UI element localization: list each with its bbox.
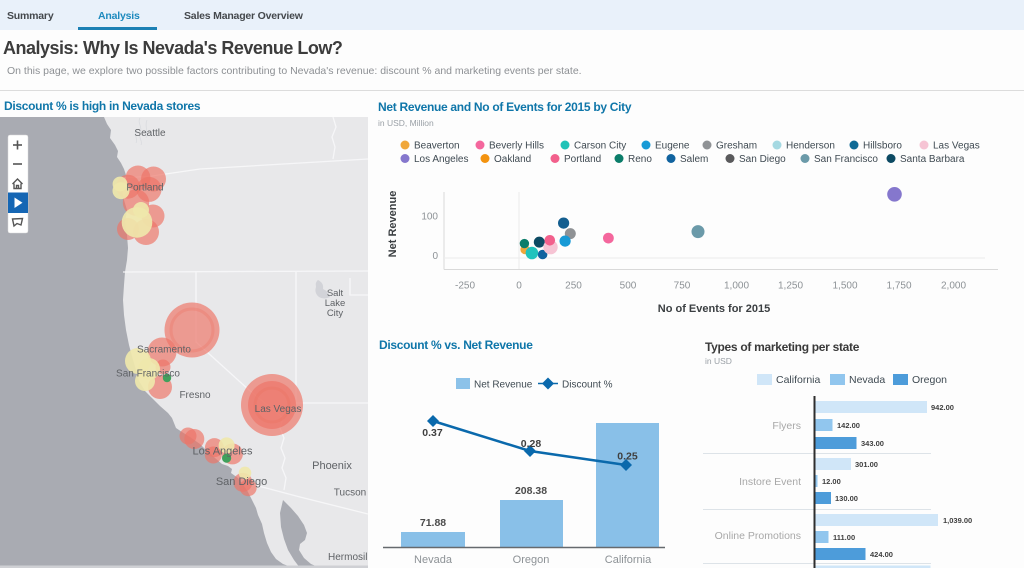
- svg-text:Hillsboro: Hillsboro: [863, 141, 902, 152]
- svg-text:343.00: 343.00: [861, 439, 884, 448]
- svg-text:Oregon: Oregon: [513, 554, 550, 566]
- svg-text:Phoenix: Phoenix: [312, 460, 352, 472]
- svg-text:750: 750: [674, 281, 691, 292]
- svg-text:-250: -250: [455, 281, 475, 292]
- svg-text:Gresham: Gresham: [716, 141, 757, 152]
- svg-text:Reno: Reno: [628, 154, 652, 165]
- svg-text:San Diego: San Diego: [216, 476, 267, 488]
- svg-text:California: California: [605, 554, 652, 566]
- svg-text:No of Events for 2015: No of Events for 2015: [658, 303, 770, 315]
- svg-text:0: 0: [516, 281, 522, 292]
- svg-text:Fresno: Fresno: [179, 390, 211, 401]
- svg-text:San Francisco: San Francisco: [814, 154, 878, 165]
- svg-text:424.00: 424.00: [870, 550, 893, 559]
- svg-text:12.00: 12.00: [822, 477, 841, 486]
- svg-text:Net Revenue: Net Revenue: [387, 191, 399, 258]
- svg-text:71.88: 71.88: [420, 517, 446, 529]
- svg-text:Los Angeles: Los Angeles: [193, 446, 253, 458]
- svg-text:142.00: 142.00: [837, 421, 860, 430]
- svg-text:California: California: [776, 374, 821, 386]
- svg-text:Portland: Portland: [126, 183, 163, 194]
- svg-text:Beverly Hills: Beverly Hills: [489, 141, 544, 152]
- svg-text:Santa Barbara: Santa Barbara: [900, 154, 965, 165]
- svg-text:Oregon: Oregon: [912, 374, 947, 386]
- svg-text:1,750: 1,750: [886, 281, 911, 292]
- svg-text:0.25: 0.25: [617, 451, 638, 463]
- svg-text:Tucson: Tucson: [334, 488, 366, 499]
- svg-text:Salt: Salt: [327, 288, 344, 299]
- svg-text:1,250: 1,250: [778, 281, 803, 292]
- svg-text:Sacramento: Sacramento: [137, 345, 191, 356]
- svg-text:San Francisco: San Francisco: [116, 369, 180, 380]
- svg-text:City: City: [327, 308, 344, 319]
- svg-text:Beaverton: Beaverton: [414, 141, 460, 152]
- svg-text:0: 0: [432, 251, 438, 262]
- svg-text:301.00: 301.00: [855, 460, 878, 469]
- svg-text:Las Vegas: Las Vegas: [933, 141, 980, 152]
- svg-text:Oakland: Oakland: [494, 154, 531, 165]
- svg-text:Portland: Portland: [564, 154, 601, 165]
- svg-text:Los Angeles: Los Angeles: [414, 154, 469, 165]
- svg-text:2,000: 2,000: [941, 281, 966, 292]
- svg-text:1,500: 1,500: [832, 281, 857, 292]
- svg-text:Las Vegas: Las Vegas: [255, 404, 302, 415]
- svg-text:Nevada: Nevada: [849, 374, 885, 386]
- svg-text:500: 500: [620, 281, 637, 292]
- svg-text:San Diego: San Diego: [739, 154, 786, 165]
- svg-text:Hermosillo: Hermosillo: [328, 552, 368, 563]
- svg-text:Salem: Salem: [680, 154, 708, 165]
- svg-text:Lake: Lake: [325, 298, 346, 309]
- svg-text:Flyers: Flyers: [772, 420, 801, 432]
- svg-text:100: 100: [421, 212, 438, 223]
- svg-text:250: 250: [565, 281, 582, 292]
- svg-text:Discount %: Discount %: [562, 380, 613, 391]
- svg-text:Online Promotions: Online Promotions: [715, 530, 801, 542]
- svg-text:Carson City: Carson City: [574, 141, 626, 152]
- svg-text:Net Revenue: Net Revenue: [474, 380, 533, 391]
- svg-text:Eugene: Eugene: [655, 141, 690, 152]
- svg-text:1,000: 1,000: [724, 281, 749, 292]
- svg-text:Instore Event: Instore Event: [739, 476, 801, 488]
- svg-text:1,039.00: 1,039.00: [943, 516, 972, 525]
- svg-text:0.37: 0.37: [422, 427, 443, 439]
- svg-text:130.00: 130.00: [835, 494, 858, 503]
- svg-text:Seattle: Seattle: [134, 128, 166, 139]
- svg-text:111.00: 111.00: [833, 533, 855, 542]
- svg-text:0.28: 0.28: [521, 438, 542, 450]
- svg-text:208.38: 208.38: [515, 485, 547, 497]
- svg-text:942.00: 942.00: [931, 403, 954, 412]
- svg-text:Nevada: Nevada: [414, 554, 453, 566]
- svg-text:Henderson: Henderson: [786, 141, 835, 152]
